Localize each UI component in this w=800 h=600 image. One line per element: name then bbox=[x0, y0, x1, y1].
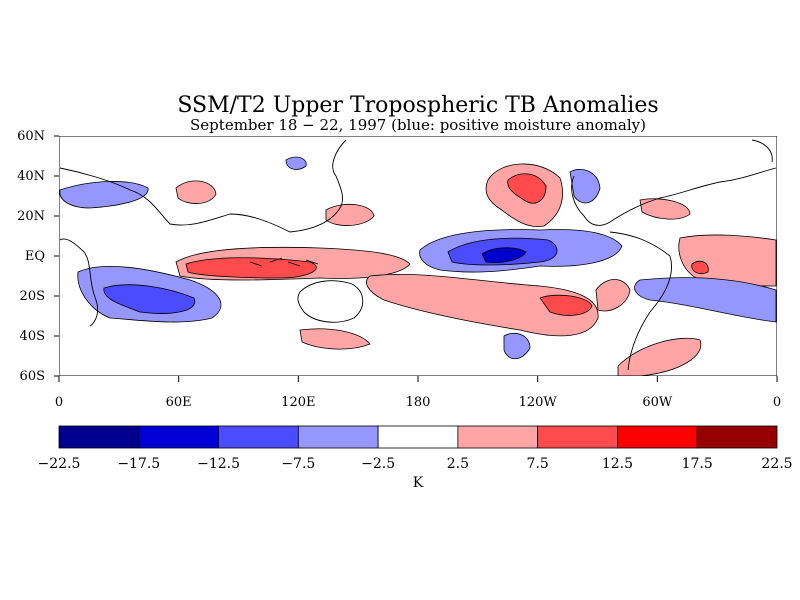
colorbar-swatch bbox=[297, 425, 379, 449]
colorbar-swatch bbox=[58, 425, 140, 449]
lat-tick-label: 40S bbox=[20, 329, 45, 344]
lat-tick-label: 20S bbox=[20, 289, 45, 304]
mid-pos-region bbox=[691, 260, 709, 274]
colorbar-tick-label: −2.5 bbox=[361, 456, 395, 472]
lat-tick-label: 60N bbox=[17, 129, 45, 144]
colorbar-swatch bbox=[537, 425, 618, 449]
weak-pos-region bbox=[639, 198, 691, 220]
colorbar-tick-label: −12.5 bbox=[197, 456, 240, 472]
lat-tick-label: 60S bbox=[20, 369, 45, 384]
weak-neg-region bbox=[285, 156, 307, 170]
australia-outline bbox=[297, 280, 364, 323]
weak-neg-region bbox=[634, 277, 777, 323]
colorbar-swatch bbox=[457, 425, 539, 449]
colorbar-tick-label: 2.5 bbox=[447, 456, 469, 472]
lat-tick-label: 40N bbox=[17, 169, 45, 184]
south-america-outline bbox=[609, 231, 672, 371]
map-panel bbox=[59, 136, 777, 376]
coastlines bbox=[59, 139, 777, 371]
colorbar-unit: K bbox=[413, 475, 424, 491]
greenland-outline bbox=[751, 139, 773, 163]
lon-tick-label: 120W bbox=[519, 395, 558, 410]
weak-pos-region bbox=[299, 328, 371, 350]
weak-pos-region bbox=[175, 180, 217, 204]
eurasia-outline bbox=[59, 139, 347, 233]
colorbar-swatch bbox=[617, 425, 698, 449]
north-america-outline bbox=[571, 167, 777, 226]
colorbar-swatch bbox=[696, 425, 778, 449]
mid-neg-region bbox=[103, 284, 196, 314]
weak-pos-region bbox=[325, 203, 375, 226]
lon-tick-label: 60E bbox=[166, 395, 192, 410]
colorbar-swatch bbox=[138, 425, 219, 449]
lon-tick-label: 180 bbox=[406, 395, 431, 410]
map-title: SSM/T2 Upper Tropospheric TB Anomalies bbox=[177, 93, 658, 118]
colorbar-swatch bbox=[218, 425, 299, 449]
colorbar-tick-label: 12.5 bbox=[602, 456, 633, 472]
weak-pos-region bbox=[617, 337, 702, 376]
mid-pos-region bbox=[507, 173, 547, 204]
lon-tick-label: 0 bbox=[773, 395, 781, 410]
lon-tick-label: 60W bbox=[642, 395, 673, 410]
strong-neg-region bbox=[481, 247, 527, 263]
colorbar-tick-label: 7.5 bbox=[527, 456, 549, 472]
colorbar-tick-label: −17.5 bbox=[117, 456, 160, 472]
weak-neg-region bbox=[503, 332, 531, 360]
africa-outline bbox=[59, 238, 99, 327]
lat-tick-label: EQ bbox=[25, 249, 45, 264]
maritime-islands bbox=[249, 257, 319, 267]
colorbar-tick-label: 17.5 bbox=[682, 456, 713, 472]
lat-tick-label: 20N bbox=[17, 209, 45, 224]
mid-pos-region bbox=[185, 257, 317, 279]
lon-axis: 0 60E 120E 180 120W 60W 0 bbox=[55, 376, 781, 410]
colorbar-tick-label: −22.5 bbox=[38, 456, 81, 472]
colorbar-swatch bbox=[377, 425, 459, 449]
colorbar-tick-label: 22.5 bbox=[761, 456, 792, 472]
colorbar-tick-label: −7.5 bbox=[281, 456, 315, 472]
colorbar: −22.5 −17.5 −12.5 −7.5 −2.5 2.5 7.5 12.5 17.5 22.… bbox=[38, 425, 793, 472]
weak-neg-region bbox=[569, 169, 601, 204]
map-subtitle: September 18 − 22, 1997 (blue: positive … bbox=[190, 116, 646, 134]
weak-pos-region bbox=[595, 279, 631, 312]
lon-tick-label: 0 bbox=[55, 395, 63, 410]
lat-axis: 60N 40N 20N EQ 20S 40S 60S bbox=[17, 129, 59, 384]
mid-pos-region bbox=[539, 294, 593, 316]
lon-tick-label: 120E bbox=[281, 395, 315, 410]
weak-pos-region bbox=[366, 273, 599, 337]
